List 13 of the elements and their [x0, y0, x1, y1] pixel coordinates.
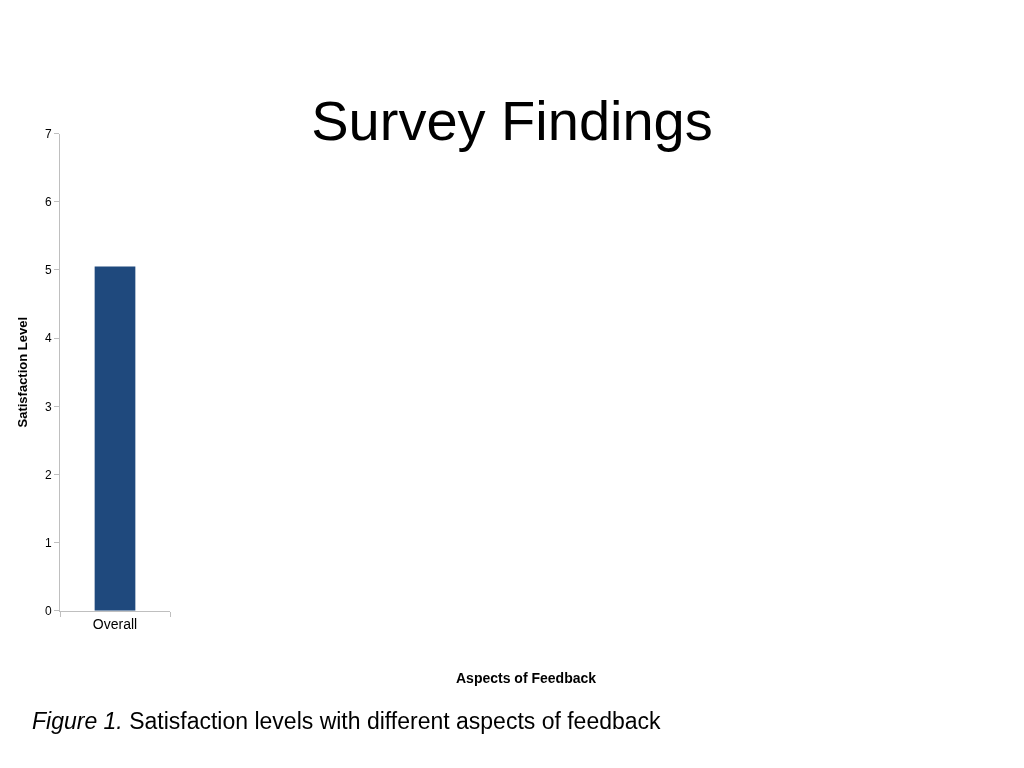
y-tick-label: 0: [44, 603, 52, 618]
x-tick-label: Overall: [92, 615, 138, 632]
caption: Figure 1. Satisfaction levels with different aspects of feedback: [32, 708, 662, 734]
y-tick-label: 1: [44, 535, 52, 550]
y-tick-label: 5: [44, 263, 52, 278]
y-tick-label: 6: [44, 195, 52, 210]
text: Survey Findings: [311, 88, 713, 152]
y-tick-label: 4: [44, 331, 52, 346]
text: Aspects of Feedback: [456, 670, 597, 686]
y-axis-title: Satisfaction Level: [14, 316, 30, 428]
y-tick-label: 7: [44, 126, 52, 141]
y-tick-label: 2: [44, 467, 52, 482]
y-tick-label: 3: [44, 399, 52, 414]
